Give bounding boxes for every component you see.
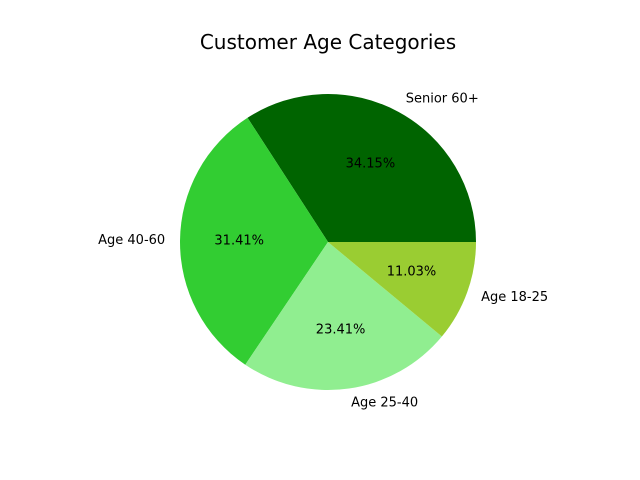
pie-slice-age-18-25 <box>328 242 476 337</box>
pie-category-label: Senior 60+ <box>406 91 479 106</box>
pie-category-label: Age 18-25 <box>481 290 548 305</box>
pie-category-label: Age 40-60 <box>98 233 165 248</box>
pie-labels: 34.15% Senior 60+ 31.41% Age 40-60 23.41% Age… <box>98 91 548 410</box>
chart-title: Customer Age Categories <box>200 30 456 54</box>
pie-slice-senior-60- <box>247 94 476 243</box>
pie-percent-label: 11.03% <box>387 265 437 280</box>
pie-slice-age-40-60 <box>179 117 328 365</box>
pie-percent-label: 23.41% <box>316 322 366 337</box>
pie-category-label: Age 25-40 <box>351 396 418 411</box>
pie-slice-age-25-40 <box>245 242 442 390</box>
pie-slices <box>179 94 476 390</box>
pie-percent-label: 34.15% <box>346 156 396 171</box>
pie-percent-label: 31.41% <box>214 234 264 249</box>
